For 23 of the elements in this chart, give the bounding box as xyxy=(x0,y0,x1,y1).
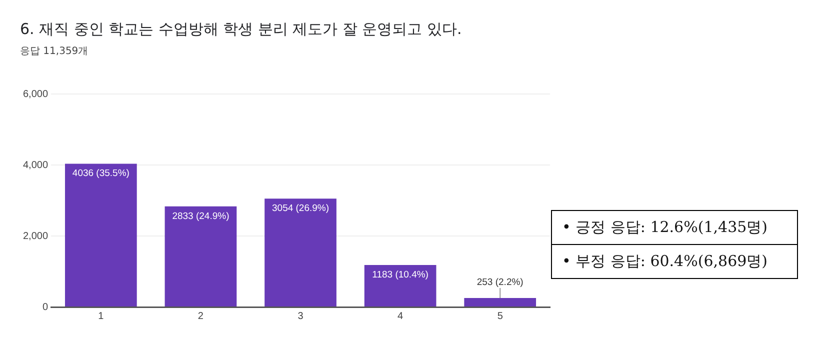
x-tick-label: 2 xyxy=(198,310,204,322)
x-tick-label: 4 xyxy=(398,310,404,322)
data-label: 253 (2.2%) xyxy=(476,276,524,288)
x-tick-label: 3 xyxy=(298,310,304,322)
text: • 부정 응답: 60.4%(6,869명) xyxy=(552,244,797,278)
y-tick-label: 2,000 xyxy=(22,230,48,242)
bar xyxy=(464,298,536,306)
y-tick-label: 0 xyxy=(42,302,48,313)
data-label: 3054 (26.9%) xyxy=(272,202,330,214)
bar xyxy=(64,164,137,306)
x-tick-label: 1 xyxy=(98,310,104,322)
x-tick-label: 5 xyxy=(497,310,504,322)
bar xyxy=(264,198,336,306)
chart-title: 6. 재직 중인 학교는 수업방해 학생 분리 제도가 잘 운영되고 있다. xyxy=(20,20,462,39)
bar xyxy=(164,206,237,306)
y-tick-label: 6,000 xyxy=(22,88,48,100)
bar xyxy=(364,265,436,306)
y-tick-label: 4,000 xyxy=(22,160,48,171)
text: • 긍정 응답: 12.6%(1,435명) xyxy=(561,217,769,238)
data-label: 4036 (35.5%) xyxy=(72,168,130,180)
chart-subtitle: 응답 11,359개 xyxy=(20,45,88,58)
data-label: 1183 (10.4%) xyxy=(372,269,428,280)
data-label: 2833 (24.9%) xyxy=(172,210,230,222)
